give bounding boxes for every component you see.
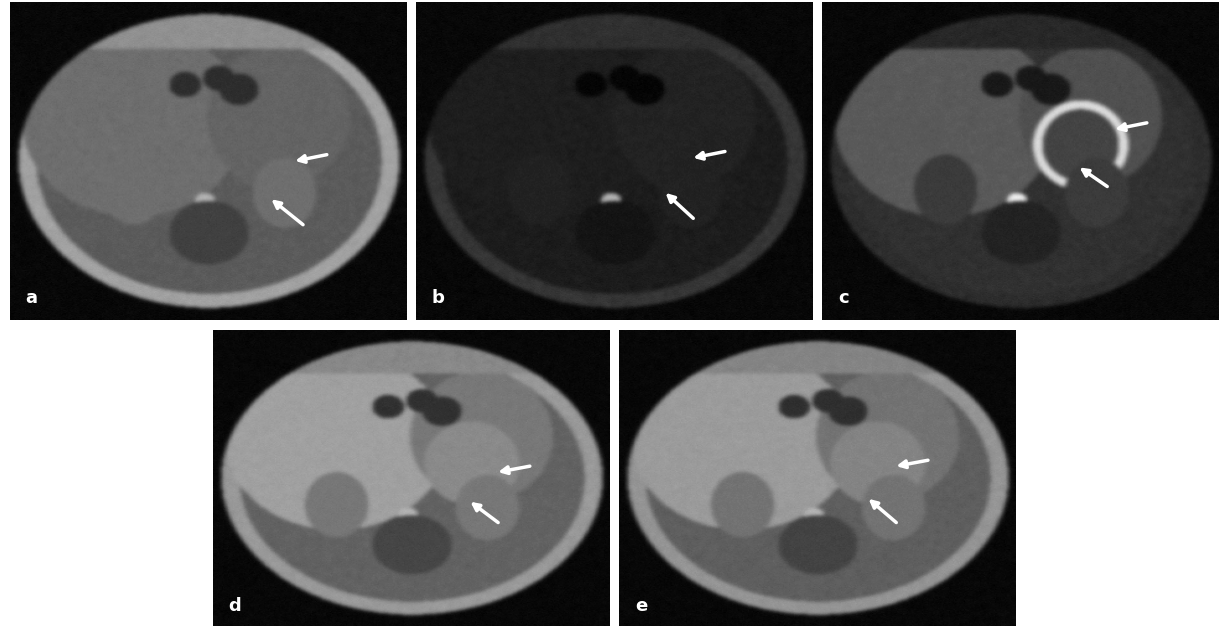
Text: d: d [228,597,242,614]
Text: b: b [432,290,445,307]
Text: e: e [635,597,647,614]
Text: c: c [837,290,849,307]
Text: a: a [26,290,38,307]
